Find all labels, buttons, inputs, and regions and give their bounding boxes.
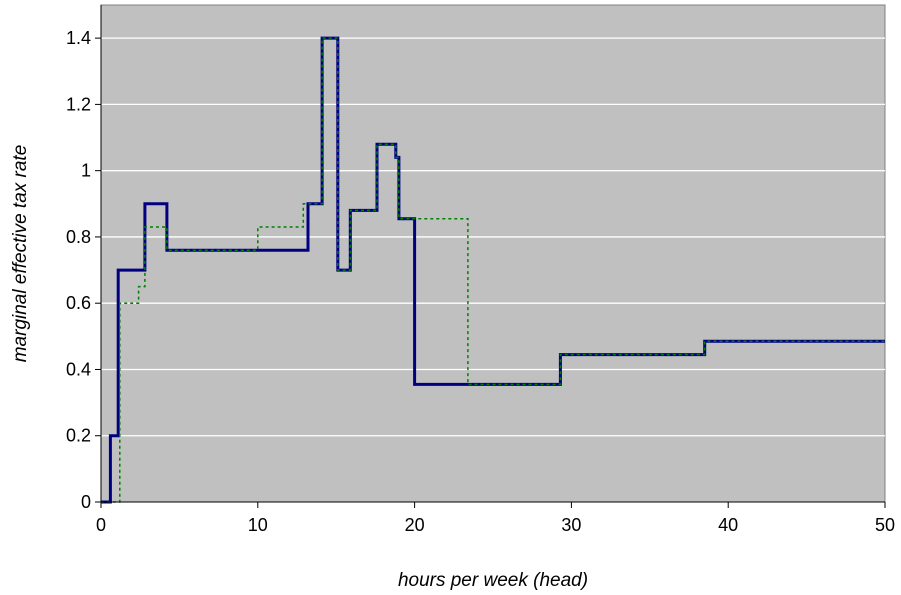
x-tick-label: 10 (248, 515, 268, 535)
series-layer (101, 36, 885, 504)
x-tick-label: 30 (561, 515, 581, 535)
y-tick-label: 1.4 (66, 28, 91, 48)
y-tick-label: 0 (81, 492, 91, 512)
x-tick-label: 50 (875, 515, 895, 535)
series-2-line (101, 37, 885, 503)
gridlines (101, 37, 885, 437)
x-tick-label: 20 (405, 515, 425, 535)
x-tick-label: 0 (96, 515, 106, 535)
plot-area (100, 4, 886, 503)
y-tick-label: 0.4 (66, 359, 91, 379)
x-axis-title: hours per week (head) (398, 570, 588, 591)
y-tick-label: 0.8 (66, 227, 91, 247)
x-tick-label: 40 (718, 515, 738, 535)
y-tick-label: 1 (81, 161, 91, 181)
y-axis-title: marginal effective tax rate (10, 145, 31, 363)
y-tick-label: 0.2 (66, 426, 91, 446)
tick-labels: 0 0.2 0.4 0.6 0.8 1 1.2 1.4 0 10 20 30 40 50 (66, 28, 895, 535)
y-tick-label: 0.6 (66, 293, 91, 313)
axes (95, 5, 886, 508)
y-tick-label: 1.2 (66, 94, 91, 114)
